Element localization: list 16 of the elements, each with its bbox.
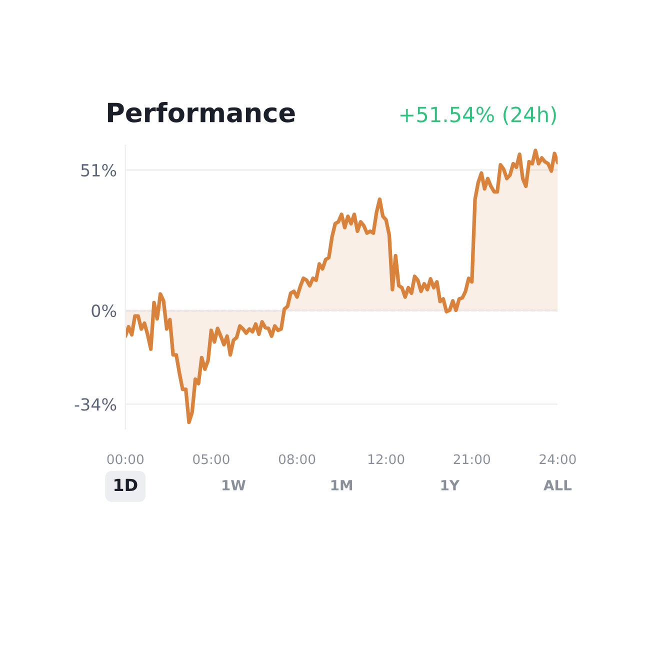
- y-tick-label: 0%: [92, 304, 116, 318]
- chart-title: Performance: [108, 102, 295, 122]
- text: 1W: [222, 480, 246, 490]
- x-tick-label: 12:00: [368, 454, 404, 464]
- x-tick-label: 08:00: [278, 454, 316, 464]
- chart-subtitle: +51.54% (24h): [400, 106, 556, 125]
- text: 1M: [331, 480, 352, 490]
- text: 1Y: [441, 480, 460, 490]
- x-tick-label: 24:00: [540, 454, 576, 464]
- y-tick-label: -34%: [74, 398, 116, 411]
- x-tick-label: 05:00: [193, 454, 230, 464]
- x-tick-label: 00:00: [107, 454, 144, 464]
- text: ALL: [544, 480, 572, 490]
- x-tick-label: 21:00: [454, 454, 490, 464]
- y-tick-label: 51%: [81, 164, 116, 177]
- text: 1D: [114, 478, 138, 492]
